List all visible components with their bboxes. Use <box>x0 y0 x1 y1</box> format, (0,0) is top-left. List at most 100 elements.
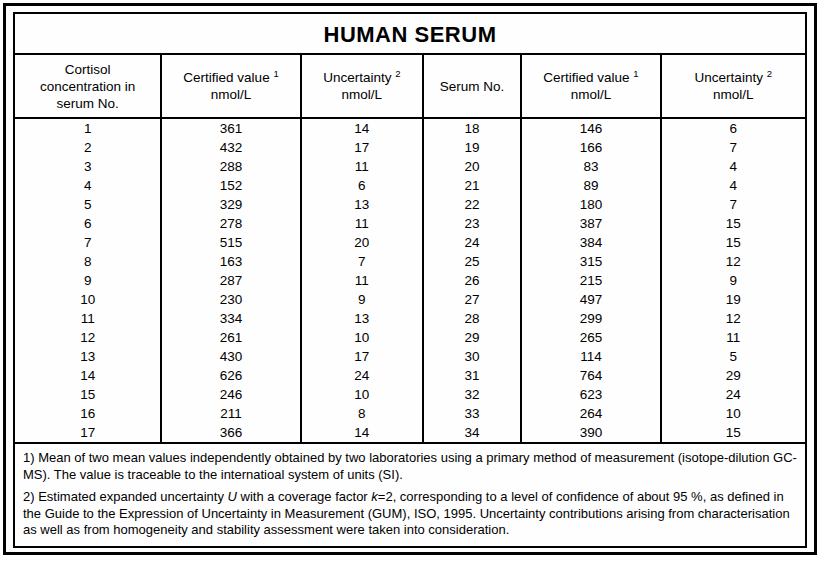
table-cell: 146 <box>521 118 660 138</box>
table-cell: 20 <box>301 233 423 252</box>
table-cell: 515 <box>161 233 300 252</box>
certificate-frame: HUMAN SERUM Cortisolconcentration inseru… <box>3 3 817 555</box>
table-row: 6278112338715 <box>15 214 805 233</box>
table-cell: 764 <box>521 366 660 385</box>
table-cell: 9 <box>661 271 805 290</box>
column-header: Certified value 1nmol/L <box>161 55 300 118</box>
table-cell: 246 <box>161 385 300 404</box>
header-line: nmol/L <box>162 86 299 103</box>
table-cell: 626 <box>161 366 300 385</box>
table-cell: 13 <box>301 309 423 328</box>
table-row: 1343017301145 <box>15 347 805 366</box>
table-cell: 16 <box>15 404 161 423</box>
table-cell: 287 <box>161 271 300 290</box>
table-cell: 334 <box>161 309 300 328</box>
table-cell: 12 <box>15 328 161 347</box>
table-cell: 387 <box>521 214 660 233</box>
table-cell: 6 <box>15 214 161 233</box>
table-cell: 34 <box>423 423 521 442</box>
table-cell: 230 <box>161 290 300 309</box>
table-cell: 29 <box>661 366 805 385</box>
table-cell: 11 <box>301 214 423 233</box>
table-cell: 366 <box>161 423 300 442</box>
table-cell: 390 <box>521 423 660 442</box>
table-cell: 361 <box>161 118 300 138</box>
table-cell: 6 <box>301 176 423 195</box>
table-cell: 13 <box>15 347 161 366</box>
table-cell: 32 <box>423 385 521 404</box>
table-cell: 8 <box>15 252 161 271</box>
header-line: Uncertainty 2 <box>302 69 422 86</box>
table-cell: 4 <box>661 157 805 176</box>
table-cell: 31 <box>423 366 521 385</box>
table-cell: 27 <box>423 290 521 309</box>
serum-data-table: Cortisolconcentration inserum No.Certifi… <box>15 55 805 442</box>
table-row: 928711262159 <box>15 271 805 290</box>
footnote-italic-symbol: U <box>228 489 237 504</box>
table-cell: 7 <box>301 252 423 271</box>
header-line: concentration in <box>15 78 160 95</box>
table-cell: 22 <box>423 195 521 214</box>
table-cell: 83 <box>521 157 660 176</box>
table-cell: 6 <box>661 118 805 138</box>
table-cell: 2 <box>15 138 161 157</box>
table-cell: 329 <box>161 195 300 214</box>
serum-table-box: HUMAN SERUM Cortisolconcentration inseru… <box>13 12 807 548</box>
table-cell: 215 <box>521 271 660 290</box>
table-cell: 15 <box>15 385 161 404</box>
header-line: Certified value 1 <box>162 69 299 86</box>
column-header: Uncertainty 2nmol/L <box>661 55 805 118</box>
table-cell: 10 <box>301 328 423 347</box>
table-cell: 152 <box>161 176 300 195</box>
footnote-reference-sup: 2 <box>395 68 400 79</box>
table-cell: 7 <box>661 195 805 214</box>
table-cell: 3 <box>15 157 161 176</box>
header-row: Cortisolconcentration inserum No.Certifi… <box>15 55 805 118</box>
table-cell: 89 <box>521 176 660 195</box>
table-cell: 12 <box>661 252 805 271</box>
table-row: 4152621894 <box>15 176 805 195</box>
table-cell: 24 <box>301 366 423 385</box>
table-cell: 114 <box>521 347 660 366</box>
table-cell: 24 <box>661 385 805 404</box>
table-row: 32881120834 <box>15 157 805 176</box>
table-row: 14626243176429 <box>15 366 805 385</box>
column-header: Certified value 1nmol/L <box>521 55 660 118</box>
table-cell: 315 <box>521 252 660 271</box>
table-cell: 5 <box>661 347 805 366</box>
table-cell: 10 <box>301 385 423 404</box>
table-cell: 7 <box>15 233 161 252</box>
footnote-reference-sup: 2 <box>767 68 772 79</box>
table-cell: 20 <box>423 157 521 176</box>
table-cell: 25 <box>423 252 521 271</box>
footnotes-section: 1) Mean of two mean values independently… <box>15 442 805 546</box>
table-header: Cortisolconcentration inserum No.Certifi… <box>15 55 805 118</box>
table-cell: 33 <box>423 404 521 423</box>
table-cell: 17 <box>301 347 423 366</box>
table-cell: 497 <box>521 290 660 309</box>
table-cell: 23 <box>423 214 521 233</box>
table-row: 1621183326410 <box>15 404 805 423</box>
table-cell: 14 <box>301 118 423 138</box>
footnote-text: with a coverage factor <box>237 489 371 504</box>
table-cell: 278 <box>161 214 300 233</box>
footnote-reference-sup: 1 <box>633 68 638 79</box>
table-cell: 26 <box>423 271 521 290</box>
header-line: nmol/L <box>522 86 659 103</box>
table-cell: 5 <box>15 195 161 214</box>
table-cell: 11 <box>301 271 423 290</box>
table-row: 7515202438415 <box>15 233 805 252</box>
table-row: 532913221807 <box>15 195 805 214</box>
header-line: Serum No. <box>424 78 520 95</box>
table-cell: 15 <box>661 423 805 442</box>
table-cell: 28 <box>423 309 521 328</box>
table-cell: 9 <box>15 271 161 290</box>
header-line: Certified value 1 <box>522 69 659 86</box>
table-cell: 10 <box>661 404 805 423</box>
table-cell: 430 <box>161 347 300 366</box>
table-cell: 9 <box>301 290 423 309</box>
table-cell: 4 <box>661 176 805 195</box>
table-cell: 166 <box>521 138 660 157</box>
column-header: Uncertainty 2nmol/L <box>301 55 423 118</box>
table-cell: 11 <box>301 157 423 176</box>
